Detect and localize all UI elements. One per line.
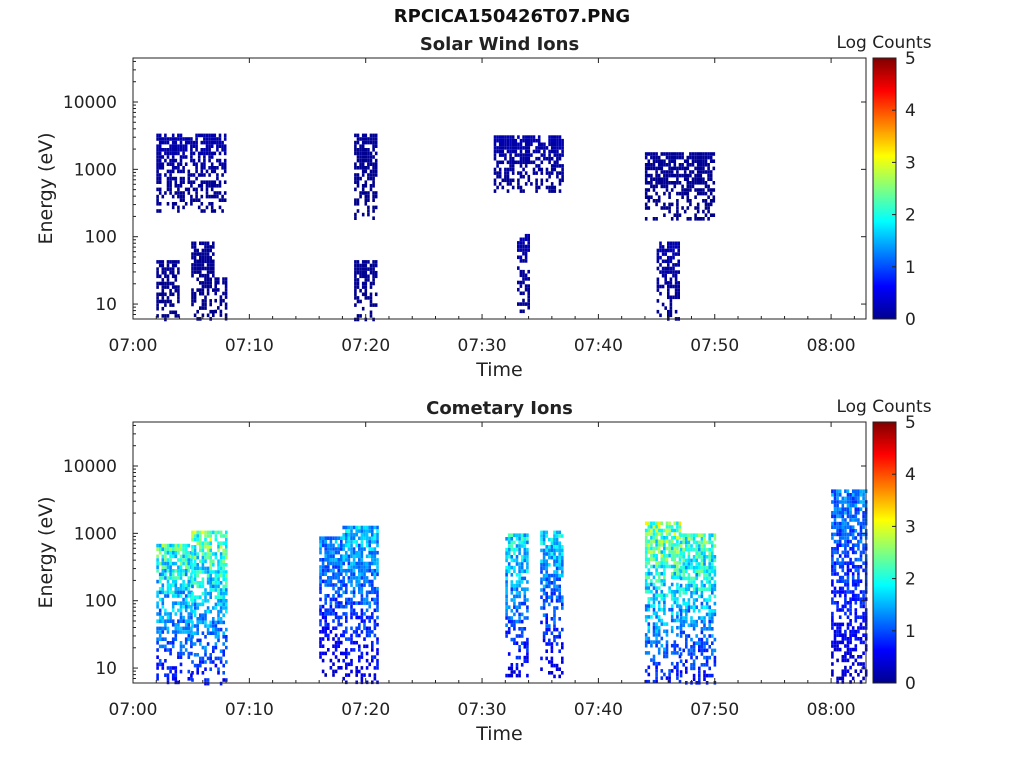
x-tick-label: 07:00 <box>109 336 158 356</box>
colorbar-tick-label: 2 <box>905 570 916 590</box>
colorbar-tick-label: 2 <box>905 206 916 226</box>
y-tick-label: 100 <box>85 228 117 248</box>
x-tick-label: 07:30 <box>458 700 507 720</box>
colorbar-tick-label: 3 <box>905 153 916 173</box>
x-tick-label: 07:30 <box>458 336 507 356</box>
colorbar <box>872 57 897 320</box>
burst-4 <box>342 525 379 685</box>
y-tick-label: 10 <box>95 295 117 315</box>
y-tick-label: 10000 <box>63 457 117 477</box>
colorbar-label: Log Counts <box>836 397 931 417</box>
burst-4 <box>156 133 227 213</box>
burst-3 <box>214 277 228 321</box>
burst-8 <box>679 533 717 685</box>
burst-6 <box>354 133 378 220</box>
burst-1 <box>156 260 180 322</box>
colorbar-label: Log Counts <box>836 33 931 53</box>
panel-title: Solar Wind Ions <box>420 34 579 55</box>
figure-title: RPCICA150426T07.PNG <box>393 6 631 27</box>
plot-area <box>133 58 866 319</box>
colorbar-tick-label: 1 <box>905 258 916 278</box>
x-axis-label: Time <box>475 723 523 745</box>
burst-1 <box>156 543 193 685</box>
burst-7 <box>644 521 682 684</box>
axes-frame <box>132 57 867 320</box>
colorbar-tick-label: 5 <box>905 49 916 69</box>
y-tick-label: 1000 <box>74 160 117 180</box>
x-tick-label: 07:10 <box>225 700 274 720</box>
burst-5 <box>505 533 529 678</box>
x-tick-label: 07:50 <box>690 700 739 720</box>
colorbar <box>872 421 897 684</box>
y-tick-label: 1000 <box>74 524 117 544</box>
y-tick-label: 10 <box>95 659 117 679</box>
colorbar-tick-label: 3 <box>905 517 916 537</box>
x-tick-label: 07:50 <box>690 336 739 356</box>
x-tick-label: 08:00 <box>807 700 856 720</box>
burst-3 <box>319 536 343 677</box>
x-tick-label: 07:40 <box>574 336 623 356</box>
burst-2 <box>191 530 228 686</box>
y-axis-label: Energy (eV) <box>35 496 57 608</box>
x-tick-label: 07:10 <box>225 336 274 356</box>
y-tick-label: 10000 <box>63 93 117 113</box>
burst-6 <box>540 530 564 679</box>
colorbar-tick-label: 4 <box>905 101 916 121</box>
x-tick-label: 07:20 <box>341 336 390 356</box>
burst-7 <box>517 233 530 314</box>
x-tick-label: 07:00 <box>109 700 158 720</box>
burst-9 <box>656 241 680 321</box>
colorbar-tick-label: 0 <box>905 674 916 694</box>
colorbar-tick-label: 4 <box>905 465 916 485</box>
burst-5 <box>354 260 378 322</box>
burst-8 <box>493 135 564 193</box>
y-tick-label: 100 <box>85 592 117 612</box>
colorbar-tick-label: 1 <box>905 622 916 642</box>
colorbar-tick-label: 5 <box>905 413 916 433</box>
panel-title: Cometary Ions <box>426 398 573 419</box>
x-tick-label: 08:00 <box>807 336 856 356</box>
colorbar-tick-label: 0 <box>905 310 916 330</box>
x-tick-label: 07:20 <box>341 700 390 720</box>
x-axis-label: Time <box>475 359 523 381</box>
axes-frame <box>132 421 867 684</box>
x-tick-label: 07:40 <box>574 700 623 720</box>
y-axis-label: Energy (eV) <box>35 132 57 244</box>
plot-area <box>133 422 866 683</box>
burst-10 <box>644 152 716 221</box>
